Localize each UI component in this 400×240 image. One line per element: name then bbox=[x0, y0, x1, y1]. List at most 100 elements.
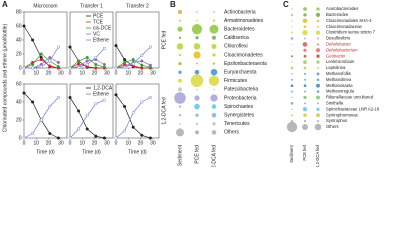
panel-label: B bbox=[170, 0, 176, 9]
data-point bbox=[148, 95, 152, 100]
data-point bbox=[140, 59, 144, 63]
bubble bbox=[193, 43, 201, 50]
category-label: Caldiserica bbox=[224, 35, 249, 41]
bubble bbox=[316, 83, 320, 88]
plot-frame bbox=[69, 83, 114, 139]
bubble bbox=[291, 120, 293, 123]
data-point bbox=[140, 100, 144, 104]
category-label: Others bbox=[224, 130, 240, 136]
data-point bbox=[102, 46, 106, 50]
y-axis-label: Chlorinated compounds and ethene (μmol/b… bbox=[2, 23, 8, 132]
category-label: Cloacimonadales SHA-4 bbox=[326, 18, 372, 23]
bubble bbox=[212, 53, 216, 57]
bubble bbox=[291, 31, 293, 34]
data-point bbox=[77, 109, 81, 113]
series-line bbox=[115, 94, 151, 139]
category-label: Cloacimonadetes bbox=[224, 52, 263, 58]
bubble bbox=[196, 11, 198, 13]
data-point bbox=[148, 63, 152, 67]
bubble bbox=[317, 25, 319, 28]
data-point bbox=[22, 66, 26, 70]
subplot-title: Transfer 2 bbox=[126, 3, 149, 9]
bubble bbox=[316, 107, 320, 111]
data-point bbox=[114, 136, 118, 140]
bubble bbox=[178, 87, 182, 92]
subplot-title: Transfer 1 bbox=[80, 3, 103, 9]
x-tick-label: 0 bbox=[69, 140, 72, 146]
bubble bbox=[304, 37, 306, 40]
series-line bbox=[23, 92, 59, 139]
column-label: 1,2-DCA fed bbox=[211, 145, 217, 167]
data-point bbox=[123, 58, 127, 62]
bubble bbox=[317, 120, 319, 123]
bubble bbox=[303, 113, 307, 117]
data-point bbox=[123, 129, 127, 133]
x-tick-label: 30 bbox=[58, 140, 64, 146]
bubble bbox=[303, 66, 307, 70]
category-label: Firmicutes bbox=[224, 78, 248, 84]
bubble bbox=[303, 25, 307, 29]
plot-frame bbox=[23, 83, 68, 139]
y-tick-label: 20 bbox=[16, 51, 22, 57]
bubble bbox=[177, 26, 183, 32]
category-label: Methanofollis bbox=[326, 71, 351, 76]
y-tick-label: 80 bbox=[16, 9, 22, 15]
x-axis-label: Time (d) bbox=[36, 149, 55, 155]
bubble bbox=[302, 18, 308, 24]
data-point bbox=[31, 100, 35, 104]
data-point bbox=[114, 44, 118, 48]
y-tick-label: 20 bbox=[16, 117, 22, 123]
data-point bbox=[22, 24, 26, 28]
bubble bbox=[211, 43, 217, 49]
category-label: Syntrophus bbox=[326, 118, 347, 123]
bubble bbox=[315, 12, 321, 18]
group-label: PCE fed bbox=[161, 30, 167, 49]
x-tick-label: 10 bbox=[34, 70, 40, 76]
y-tick-label: 0 bbox=[19, 65, 22, 71]
bubble bbox=[212, 35, 216, 40]
bubble bbox=[212, 62, 216, 65]
data-point bbox=[131, 125, 135, 129]
category-label: Synergistetes bbox=[224, 113, 255, 119]
legend-label: Ethene bbox=[93, 37, 109, 43]
bubble bbox=[178, 78, 182, 83]
x-tick-label: 20 bbox=[138, 140, 144, 146]
panel-label: C bbox=[283, 0, 289, 9]
bubble bbox=[291, 108, 293, 110]
bubble bbox=[303, 84, 307, 88]
data-point bbox=[56, 60, 60, 64]
data-point bbox=[94, 102, 98, 106]
bubble bbox=[291, 73, 293, 75]
category-label: Others bbox=[326, 124, 339, 129]
bubble bbox=[212, 19, 216, 22]
bubble bbox=[316, 78, 320, 82]
x-tick-label: 0 bbox=[115, 70, 118, 76]
data-point bbox=[102, 136, 106, 140]
series-line bbox=[23, 97, 59, 139]
data-point bbox=[123, 65, 127, 69]
bubble bbox=[301, 123, 309, 131]
bubble bbox=[316, 60, 320, 64]
data-point bbox=[31, 66, 35, 70]
x-tick-label: 10 bbox=[126, 140, 132, 146]
category-label: Acetobacteroides bbox=[326, 6, 358, 11]
bubble bbox=[316, 95, 320, 100]
x-tick-label: 10 bbox=[34, 140, 40, 146]
category-label: Methanoregula bbox=[326, 89, 355, 94]
bubble bbox=[290, 66, 294, 70]
panel-label: A bbox=[2, 0, 8, 9]
x-tick-label: 0 bbox=[23, 140, 26, 146]
bubble bbox=[291, 90, 293, 93]
data-point bbox=[102, 98, 106, 102]
y-tick-label: 40 bbox=[16, 99, 22, 105]
bubble bbox=[190, 74, 204, 88]
data-point bbox=[68, 66, 72, 70]
data-point bbox=[102, 62, 106, 67]
bubble bbox=[194, 103, 200, 110]
series-line bbox=[115, 97, 151, 139]
bubble bbox=[178, 70, 182, 74]
bubble bbox=[208, 75, 220, 86]
bubble bbox=[304, 72, 306, 75]
category-label: Desulfovibrio bbox=[326, 36, 351, 41]
x-tick-label: 20 bbox=[46, 70, 52, 76]
